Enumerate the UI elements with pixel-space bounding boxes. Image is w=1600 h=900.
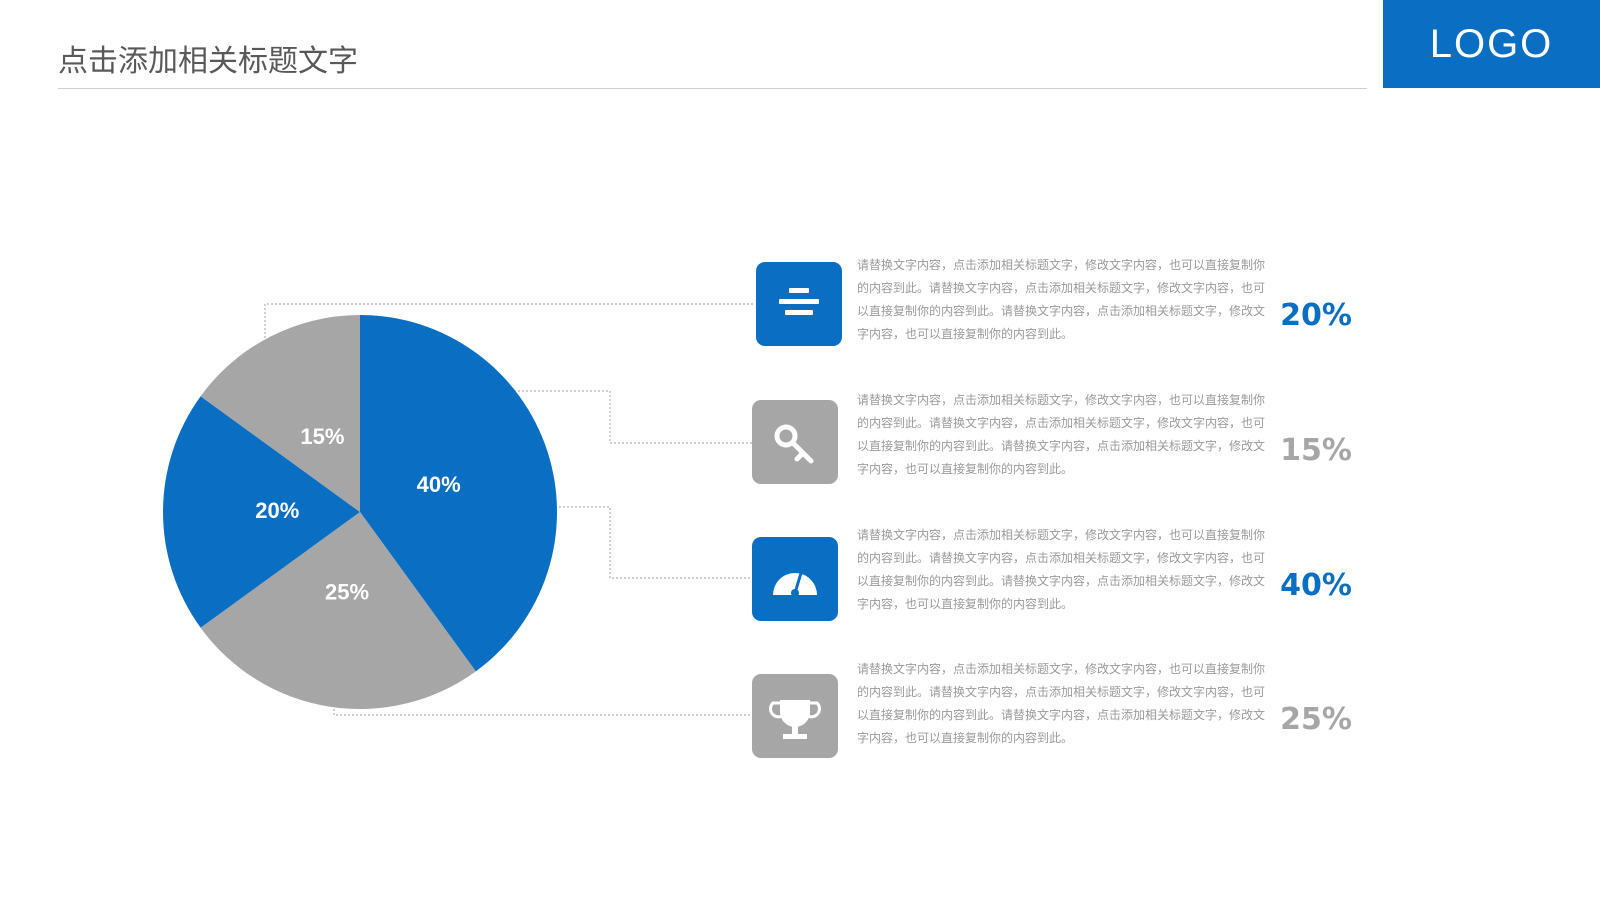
icons (752, 262, 842, 758)
logo: LOGO (1383, 0, 1600, 88)
icon-align (779, 288, 819, 315)
connector (467, 506, 752, 579)
item-percent: 25% (1280, 702, 1352, 737)
item-text: 请替换文字内容，点击添加相关标题文字，修改文字内容，也可以直接复制你的内容到此。… (857, 393, 1266, 476)
item-percent: 40% (1280, 568, 1352, 603)
pie-slice (200, 512, 476, 709)
item-percent: 20% (1280, 298, 1352, 333)
icon-trophy (769, 700, 821, 739)
icon-key (774, 424, 814, 464)
item-text: 请替换文字内容，点击添加相关标题文字，修改文字内容，也可以直接复制你的内容到此。… (857, 662, 1266, 745)
pie-label: 20% (255, 498, 299, 523)
item-percent: 15% (1280, 433, 1352, 468)
connector (333, 709, 752, 716)
pie-label: 40% (417, 472, 461, 497)
pie: 40% 25% 20% 15% (163, 315, 557, 709)
pie-slice (163, 396, 360, 628)
slide-title: 点击添加相关标题文字 (58, 44, 358, 79)
pie-label: 25% (325, 580, 369, 605)
icon-gauge (773, 572, 817, 597)
pie-slice (360, 315, 557, 672)
title-rule (58, 88, 1367, 89)
pie-label: 15% (300, 424, 344, 449)
item-text: 请替换文字内容，点击添加相关标题文字，修改文字内容，也可以直接复制你的内容到此。… (857, 258, 1266, 341)
item-text: 请替换文字内容，点击添加相关标题文字，修改文字内容，也可以直接复制你的内容到此。… (857, 528, 1266, 611)
pie-slice (200, 315, 360, 512)
